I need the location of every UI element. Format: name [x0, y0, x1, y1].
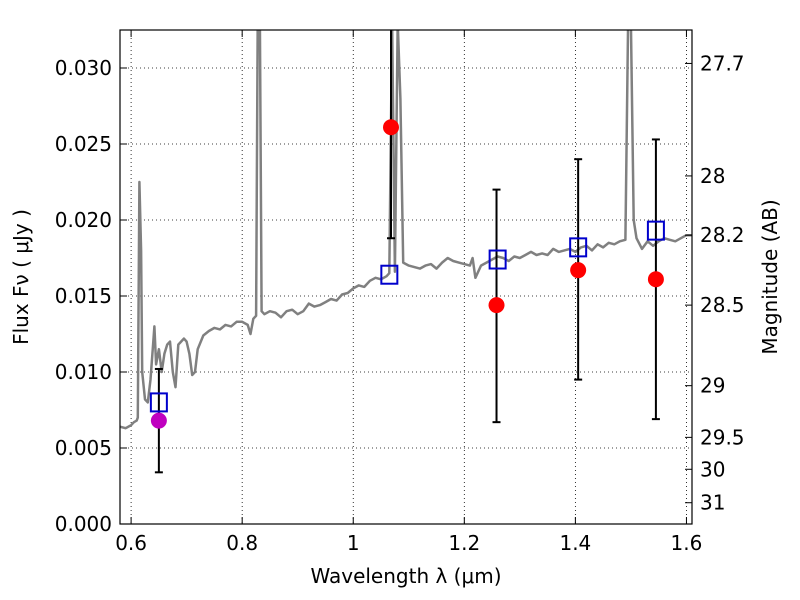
y-right-tick-label: 30 — [700, 457, 725, 481]
x-tick-label: 0.8 — [226, 531, 258, 555]
ticks — [120, 30, 692, 525]
x-tick-labels: 0.6 0.8 1 1.2 1.4 1.6 — [115, 531, 702, 555]
flux-point — [647, 271, 664, 288]
model-square — [488, 249, 507, 270]
circle-layer — [150, 119, 664, 429]
y-right-tick-label: 28 — [700, 164, 725, 188]
flux-point — [150, 412, 167, 429]
square-layer — [149, 220, 665, 413]
y-right-axis-label: Magnitude (AB) — [758, 199, 782, 354]
y-right-tick-label: 28.5 — [700, 293, 745, 317]
y-tick-label: 0.000 — [55, 512, 112, 536]
y-tick-labels: 0.000 0.005 0.010 0.015 0.020 0.025 0.030 — [55, 56, 112, 536]
y-axis-label: Flux Fν ( μJy ) — [9, 209, 33, 345]
x-tick-label: 1.2 — [448, 531, 480, 555]
spectrum-line — [120, 30, 692, 430]
y-tick-label: 0.030 — [55, 56, 112, 80]
model-square — [380, 264, 399, 285]
x-tick-label: 1.6 — [671, 531, 703, 555]
x-tick-label: 1.4 — [559, 531, 591, 555]
flux-point — [570, 262, 587, 279]
y-right-tick-label: 31 — [700, 491, 725, 515]
y-tick-label: 0.020 — [55, 208, 112, 232]
y-right-tick-label: 27.7 — [700, 51, 745, 75]
grid — [120, 30, 692, 524]
y-right-tick-labels: 27.7 28 28.2 28.5 29 29.5 30 31 — [700, 51, 745, 514]
plot-frame — [119, 29, 693, 525]
y-tick-label: 0.010 — [55, 360, 112, 384]
y-tick-label: 0.005 — [55, 436, 112, 460]
model-square — [569, 237, 588, 258]
y-right-tick-label: 29 — [700, 374, 725, 398]
x-axis-label: Wavelength λ (μm) — [310, 564, 501, 588]
y-right-tick-label: 29.5 — [700, 425, 745, 449]
x-tick-label: 1 — [347, 531, 360, 555]
errorbar-layer — [154, 30, 660, 474]
y-tick-label: 0.025 — [55, 132, 112, 156]
x-tick-label: 0.6 — [115, 531, 147, 555]
spectrum-layer — [120, 30, 692, 430]
model-square — [149, 392, 168, 413]
flux-point — [488, 297, 505, 314]
model-square — [646, 220, 665, 241]
y-tick-label: 0.015 — [55, 284, 112, 308]
flux-point — [383, 119, 400, 136]
y-right-tick-label: 28.2 — [700, 223, 745, 247]
